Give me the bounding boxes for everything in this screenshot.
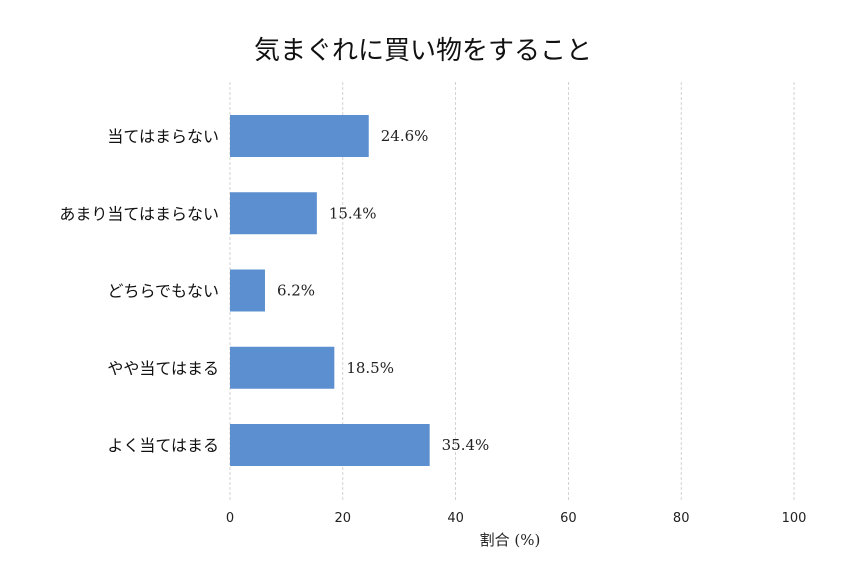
value-label: 15.4% — [329, 204, 377, 222]
x-tick-labels: 0 20 40 60 80 100 — [226, 511, 807, 526]
category-label: 当てはまらない — [107, 127, 219, 146]
bar — [230, 192, 317, 235]
chart-title: 気まぐれに買い物をすること — [253, 36, 592, 66]
value-label: 24.6% — [381, 127, 429, 145]
bar — [230, 424, 430, 466]
category-label: あまり当てはまらない — [59, 204, 219, 223]
x-tick-label: 100 — [782, 511, 807, 526]
x-tick-label: 60 — [560, 511, 577, 526]
x-tick-label: 40 — [447, 511, 464, 526]
category-label: どちらでもない — [107, 282, 219, 301]
value-label: 18.5% — [346, 359, 394, 377]
x-tick-label: 20 — [335, 511, 352, 526]
value-label: 35.4% — [442, 436, 490, 454]
bar — [230, 346, 335, 389]
x-tick-label: 0 — [226, 511, 234, 526]
category-label: やや当てはまる — [107, 359, 219, 378]
bar — [230, 115, 369, 157]
bars — [230, 115, 430, 466]
value-label: 6.2% — [277, 282, 315, 300]
x-axis-label: 割合 (%) — [480, 531, 541, 549]
bar — [230, 269, 265, 312]
x-tick-label: 80 — [673, 511, 690, 526]
category-label: よく当てはまる — [107, 436, 219, 455]
value-labels: 35.4% 18.5% 6.2% 15.4% 24.6% — [277, 127, 489, 454]
